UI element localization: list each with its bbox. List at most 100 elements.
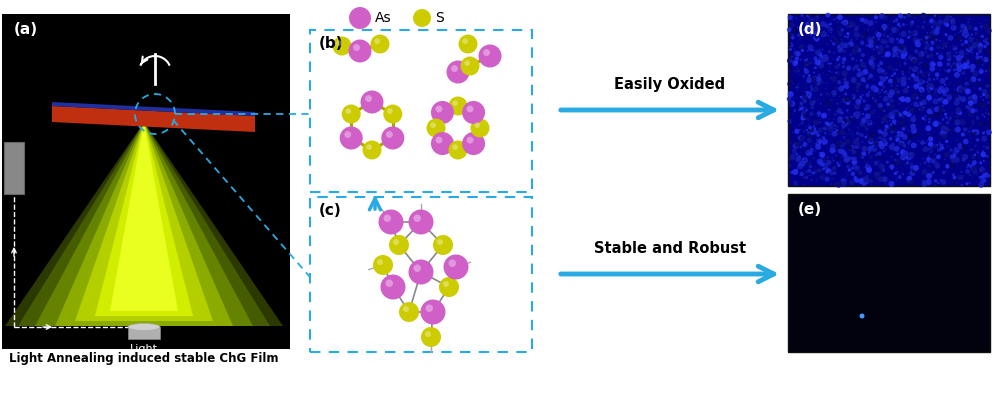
Circle shape: [833, 160, 834, 161]
Circle shape: [976, 59, 981, 65]
Circle shape: [426, 305, 433, 312]
Circle shape: [821, 113, 827, 119]
Circle shape: [799, 45, 804, 50]
Circle shape: [908, 36, 909, 37]
Circle shape: [793, 109, 796, 111]
Circle shape: [928, 23, 930, 25]
Circle shape: [789, 67, 793, 71]
Circle shape: [910, 25, 912, 28]
Circle shape: [846, 123, 848, 125]
Circle shape: [952, 26, 954, 27]
Circle shape: [867, 37, 873, 43]
Circle shape: [877, 107, 879, 108]
Circle shape: [862, 141, 863, 143]
Circle shape: [955, 18, 956, 19]
Circle shape: [937, 67, 938, 69]
Circle shape: [800, 161, 803, 163]
Circle shape: [870, 184, 872, 186]
Circle shape: [873, 48, 874, 50]
Circle shape: [982, 176, 984, 178]
Circle shape: [800, 96, 802, 98]
Circle shape: [879, 49, 884, 54]
Circle shape: [966, 53, 968, 55]
Circle shape: [903, 47, 905, 49]
Circle shape: [970, 65, 972, 68]
Circle shape: [936, 22, 942, 27]
Circle shape: [965, 77, 967, 80]
Circle shape: [891, 84, 893, 87]
Circle shape: [902, 126, 907, 131]
Circle shape: [982, 93, 985, 96]
Circle shape: [950, 18, 955, 22]
Circle shape: [912, 157, 914, 159]
Circle shape: [790, 176, 791, 177]
Circle shape: [975, 96, 978, 98]
Circle shape: [955, 66, 957, 69]
Circle shape: [908, 158, 910, 161]
Circle shape: [861, 117, 867, 123]
Circle shape: [387, 108, 393, 114]
Circle shape: [986, 42, 990, 46]
Circle shape: [798, 38, 800, 40]
Circle shape: [399, 302, 419, 322]
Circle shape: [882, 147, 887, 152]
Circle shape: [868, 153, 870, 155]
Circle shape: [985, 38, 988, 41]
Circle shape: [858, 85, 862, 88]
Circle shape: [851, 167, 854, 169]
Circle shape: [895, 52, 897, 54]
Circle shape: [848, 168, 851, 172]
Circle shape: [844, 93, 847, 95]
Circle shape: [866, 76, 871, 81]
Circle shape: [941, 179, 946, 185]
Circle shape: [906, 24, 908, 26]
Circle shape: [831, 157, 833, 159]
Circle shape: [956, 35, 962, 41]
Circle shape: [950, 67, 952, 70]
Circle shape: [942, 41, 948, 47]
Circle shape: [923, 146, 929, 152]
Circle shape: [840, 97, 842, 98]
Circle shape: [928, 35, 931, 38]
Circle shape: [867, 20, 873, 26]
Circle shape: [838, 31, 843, 36]
Circle shape: [958, 81, 961, 85]
Circle shape: [935, 154, 936, 155]
Circle shape: [808, 126, 814, 132]
Circle shape: [868, 171, 870, 173]
Circle shape: [818, 74, 821, 76]
Circle shape: [883, 87, 885, 89]
Circle shape: [860, 98, 862, 100]
Circle shape: [802, 158, 804, 160]
Circle shape: [928, 147, 931, 151]
Circle shape: [846, 165, 850, 169]
Circle shape: [818, 52, 822, 56]
Circle shape: [913, 177, 914, 178]
Circle shape: [837, 63, 840, 66]
Circle shape: [790, 18, 791, 19]
Circle shape: [921, 26, 924, 28]
Circle shape: [860, 59, 862, 61]
Circle shape: [969, 80, 973, 83]
Circle shape: [803, 144, 807, 148]
Circle shape: [931, 93, 934, 96]
Circle shape: [844, 76, 845, 78]
Circle shape: [980, 22, 981, 24]
Circle shape: [932, 171, 935, 174]
Circle shape: [907, 176, 912, 181]
Circle shape: [377, 259, 383, 265]
Circle shape: [902, 50, 908, 56]
Circle shape: [810, 88, 814, 91]
Circle shape: [811, 33, 813, 35]
Circle shape: [881, 39, 886, 45]
Circle shape: [964, 59, 970, 65]
Circle shape: [812, 171, 815, 174]
Circle shape: [807, 45, 813, 50]
Circle shape: [953, 129, 955, 132]
Circle shape: [921, 140, 925, 144]
Circle shape: [986, 146, 989, 149]
Circle shape: [972, 71, 978, 77]
Circle shape: [814, 67, 815, 68]
Circle shape: [987, 102, 988, 103]
Circle shape: [824, 132, 826, 134]
